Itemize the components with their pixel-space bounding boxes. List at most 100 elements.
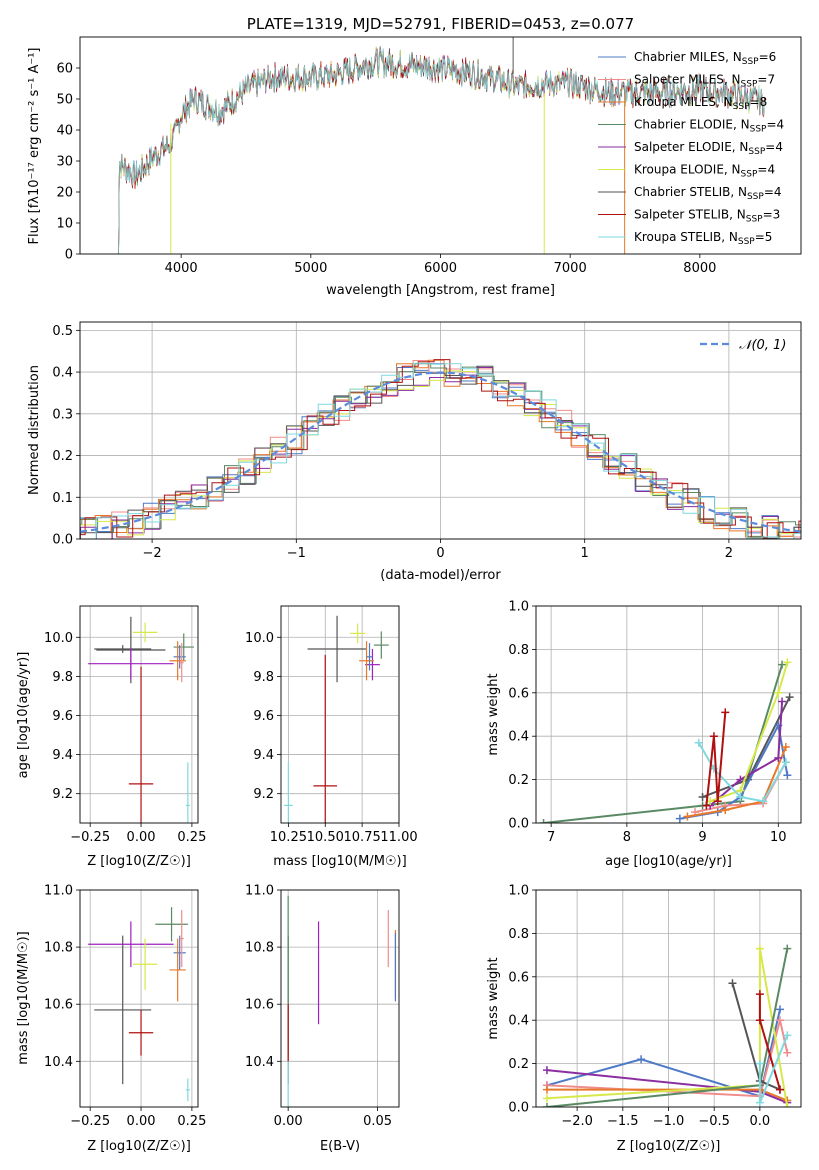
legend-text: Kroupa ELODIE, N (634, 163, 741, 177)
x-tick-label: 10.50 (307, 830, 344, 845)
x-tick-label: 2 (725, 546, 733, 561)
y-tick-label: 0.4 (508, 1014, 529, 1029)
spectrum-title: PLATE=1319, MJD=52791, FIBERID=0453, z=0… (247, 15, 634, 33)
series-marker-4 (755, 944, 764, 953)
points-mass_vs_Z (88, 907, 190, 1102)
legend-sub: SSP (742, 57, 759, 67)
legend-tail: =3 (763, 208, 781, 222)
x-tick-label: 10.25 (270, 830, 307, 845)
y-tick-label: 9.6 (52, 709, 73, 724)
xlabel-mass_weight_vs_Z: Z [log10(Z/Z☉)] (617, 1139, 721, 1154)
series-marker-1 (785, 693, 794, 702)
legend-tail: =4 (766, 118, 784, 132)
series-marker-1 (698, 792, 707, 801)
series-marker-4 (542, 1094, 551, 1103)
series-marker-4 (683, 812, 692, 821)
legend-tail: =5 (755, 230, 773, 244)
x-tick-label: −1.0 (653, 1114, 685, 1129)
series-marker-4 (781, 743, 790, 752)
y-tick-label: 1.0 (508, 884, 529, 899)
y-tick-label: 0.0 (508, 1101, 529, 1116)
legend-text: Chabrier ELODIE, N (634, 118, 750, 132)
xlabel-mass_weight_vs_age: age [log10(age/yr)] (605, 854, 732, 869)
x-tick-label: 9 (698, 830, 706, 845)
histogram-series-1 (80, 360, 801, 539)
y-tick-label: 10.6 (245, 998, 274, 1013)
agemass-xlabel: mass [log10(M/M☉)] (273, 854, 406, 869)
x-tick-label: −0.5 (698, 1114, 730, 1129)
legend-label-8: Kroupa STELIB, NSSP=5 (634, 230, 772, 247)
y-tick-label: 10.8 (44, 941, 73, 956)
frame-mass_weight_vs_Z (535, 889, 802, 1108)
y-tick-label: 0.8 (508, 643, 529, 658)
legend-text: Salpeter ELODIE, N (634, 140, 748, 154)
y-tick-label: 60 (56, 62, 73, 77)
spectrum-xlabel: wavelength [Angstrom, rest frame] (326, 283, 555, 298)
histogram-series-3 (80, 363, 801, 539)
series-marker-8 (755, 1098, 764, 1107)
series-marker-2 (775, 1016, 784, 1025)
x-tick-label: 0.00 (274, 1114, 303, 1129)
legend-label-4: Salpeter ELODIE, NSSP=4 (634, 140, 783, 157)
legend-label-3: Chabrier ELODIE, NSSP=4 (634, 118, 784, 135)
spectrum-ylabel: Flux [fλ10⁻¹⁷ erg cm⁻² s⁻¹ A⁻¹] (27, 48, 42, 245)
legend-label-2: Kroupa MILES, NSSP=8 (634, 95, 767, 112)
legend-tail: =4 (764, 185, 782, 199)
legend-tail: =7 (757, 73, 775, 87)
series-marker-8 (783, 1031, 792, 1040)
legend-label-1: Salpeter MILES, NSSP=7 (634, 73, 775, 90)
normal-curve (80, 371, 801, 533)
points-mass_vs_EBV (287, 895, 397, 1107)
legend-tail: =6 (759, 50, 777, 64)
series-marker-0 (637, 1055, 646, 1064)
lines-mass_weight_vs_age (539, 658, 794, 823)
x-tick-label: 6000 (424, 261, 457, 276)
series-marker-5 (783, 944, 792, 953)
series-marker-6 (783, 658, 792, 667)
y-tick-label: 10.6 (44, 998, 73, 1013)
legend-label-7: Salpeter STELIB, NSSP=3 (634, 208, 780, 225)
frame-mass_vs_Z (79, 889, 199, 1108)
y-tick-label: 9.8 (52, 670, 73, 685)
y-tick-label: 0.4 (508, 730, 529, 745)
legend-tail: =8 (750, 95, 768, 109)
ylabel-mass_weight_vs_age: mass weight (486, 673, 501, 755)
y-tick-label: 10.0 (245, 631, 274, 646)
frame-age_vs_Z (79, 605, 199, 824)
series-marker-8 (755, 1059, 764, 1068)
series-line-8 (705, 712, 727, 806)
ylabel-mass_weight_vs_Z: mass weight (486, 957, 501, 1039)
y-tick-label: 9.8 (253, 670, 274, 685)
legend-sub: SSP (741, 170, 758, 180)
legend-sub: SSP (750, 125, 767, 135)
axes-age_vs_Z: −0.25 0.00 0.25 9.2 9.4 9.6 9.8 10.0 (44, 606, 206, 845)
massz-xlabel: Z [log10(Z/Z☉)] (87, 1139, 191, 1154)
series-marker-0 (775, 1005, 784, 1014)
y-tick-label: 11.0 (44, 884, 73, 899)
x-tick-label: 4000 (165, 261, 198, 276)
series-marker-4 (783, 1103, 792, 1107)
series-marker-3 (542, 1085, 551, 1094)
y-tick-label: 0.1 (52, 491, 73, 506)
histogram-series-6 (80, 365, 801, 539)
x-tick-label: −1 (287, 546, 306, 561)
y-tick-label: 9.4 (253, 748, 274, 763)
legend-text: Salpeter STELIB, N (634, 208, 746, 222)
series-marker-6 (728, 979, 737, 988)
points-age_vs_mass (283, 615, 389, 823)
axes-mass_weight_vs_age: 7 8 9 10 0.0 0.2 0.4 0.6 0.8 1.0 (508, 600, 801, 845)
legend-sub: SSP (747, 192, 764, 202)
axes-mass_weight_vs_Z: −2.0 −1.5 −1.0 −0.5 0.0 0.0 0.2 0.4 0.6 0.8 1.0 (508, 884, 801, 1129)
series-line-0 (543, 664, 784, 823)
y-tick-label: 30 (56, 155, 73, 170)
histogram-ylabel: Normed distribution (27, 365, 42, 495)
series-marker-5 (774, 753, 783, 762)
series-marker-7 (755, 1016, 764, 1025)
y-tick-label: 0 (65, 248, 73, 263)
series-line-6 (709, 662, 789, 803)
histogram-series-4 (80, 367, 801, 539)
series-marker-2 (783, 771, 792, 780)
series-marker-8 (721, 708, 730, 717)
lines-mass_weight_vs_Z (542, 944, 792, 1107)
